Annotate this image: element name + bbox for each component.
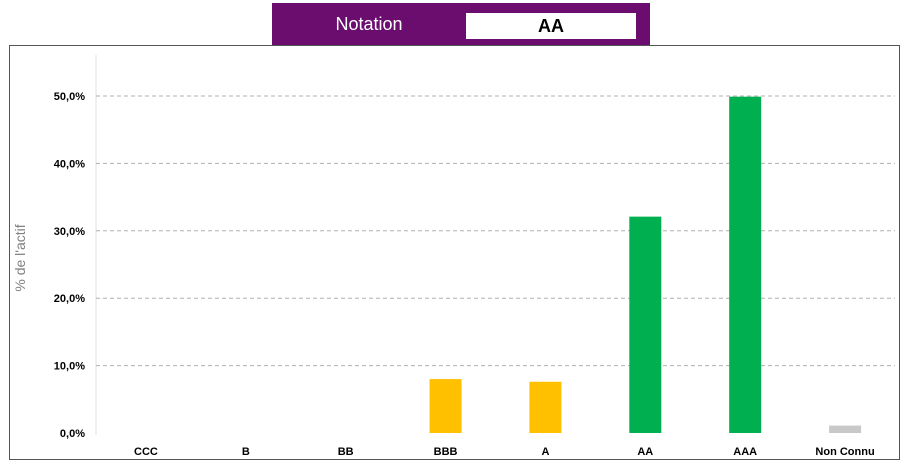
y-tick-label: 0,0% [60, 428, 85, 440]
x-tick-label: CCC [134, 446, 158, 458]
rating-selector-value[interactable]: AA [466, 13, 636, 39]
bar-aaa [729, 96, 762, 433]
y-tick-label: 20,0% [54, 293, 85, 305]
x-tick-label: AAA [733, 446, 757, 458]
y-axis-title: % de l'actif [12, 224, 28, 291]
x-tick-label: Non Connu [815, 446, 874, 458]
y-tick-label: 10,0% [54, 361, 85, 373]
x-tick-label: B [242, 446, 250, 458]
bar-non-connu [829, 425, 862, 433]
rating-selector-label: Notation [335, 14, 403, 34]
y-tick-label: 40,0% [54, 158, 85, 170]
y-tick-labels: 0,0% 10,0% 20,0% 30,0% 40,0% 50,0% [54, 91, 85, 440]
x-tick-labels: CCC B BB BBB A AA AAA Non Connu [134, 446, 875, 458]
bar-aa [629, 216, 662, 433]
x-tick-label: AA [637, 446, 653, 458]
y-tick-label: 50,0% [54, 91, 85, 103]
bar-bbb [429, 379, 462, 433]
rating-selector-panel: Notation AA [272, 3, 650, 45]
x-tick-label: BB [338, 446, 354, 458]
x-tick-label: A [541, 446, 549, 458]
gridlines [96, 95, 895, 367]
y-tick-label: 30,0% [54, 226, 85, 238]
x-tick-label: BBB [434, 446, 458, 458]
bar-a [529, 381, 562, 433]
bars [429, 96, 862, 433]
chart-frame [9, 45, 900, 460]
